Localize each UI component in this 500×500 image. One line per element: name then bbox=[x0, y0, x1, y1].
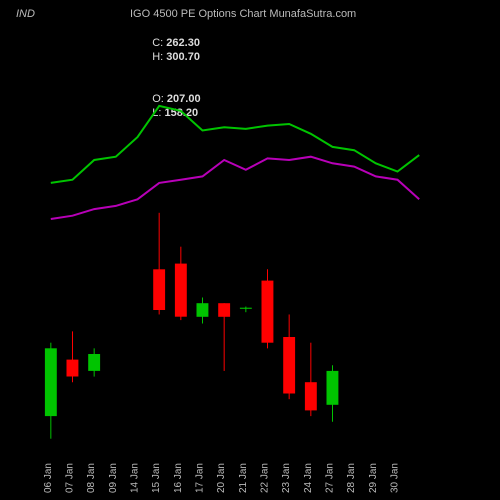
close-value: 262.30 bbox=[166, 37, 200, 49]
x-axis-label: 22 Jan bbox=[260, 463, 271, 493]
close-label: C: bbox=[152, 37, 163, 49]
candle-body bbox=[305, 382, 317, 410]
header-left-label: IND bbox=[16, 8, 35, 20]
candle-body bbox=[218, 303, 230, 317]
x-axis-label: 16 Jan bbox=[173, 463, 184, 493]
candle-body bbox=[262, 281, 274, 343]
x-axis-label: 15 Jan bbox=[151, 463, 162, 493]
chart-svg: 06 Jan 07 Jan 08 Jan 09 Jan 14 Jan 15 Jan 16 J… bbox=[0, 55, 500, 500]
chart-title: IGO 4500 PE Options Chart MunafaSutra.co… bbox=[130, 8, 356, 20]
x-axis-label: 09 Jan bbox=[108, 463, 119, 493]
candle-body bbox=[153, 269, 165, 310]
x-axis-label: 30 Jan bbox=[390, 463, 401, 493]
x-axis-label: 08 Jan bbox=[86, 463, 97, 493]
x-axis-label: 07 Jan bbox=[65, 463, 76, 493]
candle-body bbox=[240, 308, 252, 309]
x-axis-label: 14 Jan bbox=[130, 463, 141, 493]
candle-body bbox=[197, 303, 209, 317]
x-axis-label: 23 Jan bbox=[281, 463, 292, 493]
x-axis-label: 21 Jan bbox=[238, 463, 249, 493]
x-axis-label: 20 Jan bbox=[216, 463, 227, 493]
x-axis-label: 06 Jan bbox=[43, 463, 54, 493]
candle-body bbox=[327, 371, 339, 405]
candle-body bbox=[88, 354, 100, 371]
candle-body bbox=[67, 360, 79, 377]
candle-body bbox=[45, 348, 57, 416]
x-axis-label: 24 Jan bbox=[303, 463, 314, 493]
x-axis-label: 27 Jan bbox=[325, 463, 336, 493]
candle-body bbox=[175, 264, 187, 317]
indicator-line bbox=[51, 157, 419, 219]
x-axis-label: 29 Jan bbox=[368, 463, 379, 493]
x-axis-label: 17 Jan bbox=[195, 463, 206, 493]
x-axis-label: 28 Jan bbox=[346, 463, 357, 493]
candle-body bbox=[283, 337, 295, 394]
